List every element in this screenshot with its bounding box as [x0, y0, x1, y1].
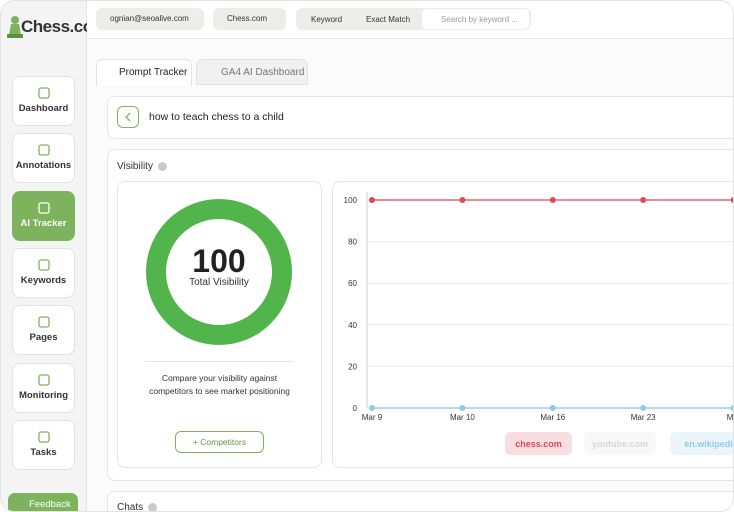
legend-pill	[670, 432, 733, 455]
visibility-title: Visibility	[117, 161, 167, 172]
nav-item[interactable]: Tasks	[12, 419, 75, 470]
score-label: Total Visibility	[189, 277, 249, 288]
nav-label: Pages	[29, 332, 58, 344]
nav-item[interactable]: Dashboard	[12, 76, 75, 126]
y-tick-label: 60	[348, 279, 357, 288]
legend-label: en.wikipedia	[684, 439, 734, 449]
y-tick-label: 40	[348, 321, 357, 330]
tab[interactable]	[196, 59, 308, 85]
point	[549, 405, 556, 411]
legend-pill	[505, 432, 572, 455]
account-select[interactable]: ognian@seoalive.com	[96, 8, 204, 30]
tab-active[interactable]	[96, 59, 192, 86]
point	[459, 197, 466, 203]
point	[640, 405, 647, 411]
chats-title-text: Chats	[117, 502, 144, 512]
site: Chess.com	[227, 14, 268, 23]
legend-label: youtube.com	[592, 439, 648, 449]
chart: 0 20 40 60 80 100 Mar 9 Mar 10 Mar 16 Mar 23 Mar ch…	[344, 192, 734, 455]
legend-pill	[584, 432, 656, 455]
y-tick-label: 80	[348, 238, 357, 247]
tab-label: Prompt Tracker	[119, 67, 188, 78]
logo: Chess.com	[21, 17, 108, 36]
chats-card	[107, 491, 733, 511]
point	[549, 197, 556, 203]
nav-icon	[37, 87, 50, 99]
x-tick-label: Mar 23	[631, 413, 656, 422]
visibility-title-text: Visibility	[117, 161, 153, 172]
site-select[interactable]: Chess.com	[213, 8, 286, 30]
nav-item[interactable]: Keywords	[12, 247, 75, 298]
point	[369, 405, 375, 411]
y-tick-label: 0	[353, 404, 358, 413]
help-icon[interactable]	[148, 502, 158, 511]
point	[459, 405, 466, 411]
point	[640, 197, 647, 203]
nav-icon	[37, 259, 50, 271]
x-tick-label: Mar 10	[450, 413, 475, 422]
nav-icon	[37, 144, 50, 156]
filter-type[interactable]: Keyword	[311, 15, 343, 24]
score: 100	[192, 243, 246, 279]
back-button[interactable]	[117, 106, 139, 128]
nav-label: Keywords	[20, 274, 67, 286]
nav-label: Dashboard	[18, 103, 69, 114]
donut-arc	[146, 199, 292, 345]
nav-item[interactable]: Annotations	[12, 133, 75, 184]
match-type[interactable]: Exact Match	[366, 15, 411, 24]
account: ognian@seoalive.com	[110, 14, 189, 23]
y-tick-label: 100	[344, 196, 358, 205]
compare-note: Compare your visibility against competit…	[149, 373, 290, 396]
sidebar: Chess.com Dashboard Annotations AI Tracker…	[1, 1, 108, 511]
score-card	[117, 181, 322, 468]
feedback-button[interactable]: Feedback	[8, 493, 78, 511]
nav-item[interactable]: AI Tracker	[12, 190, 75, 241]
search-placeholder: Search by keyword ...	[441, 15, 518, 24]
competitors-label: + Competitors	[192, 437, 247, 447]
legend-label: chess.com	[515, 439, 562, 449]
point	[730, 197, 733, 203]
feedback-label: Feedback	[29, 499, 71, 510]
nav-icon	[37, 316, 50, 328]
nav-label: Tasks	[30, 446, 57, 458]
nav-item[interactable]: Pages	[12, 305, 75, 356]
prompt-text: how to teach chess to a child	[149, 111, 284, 123]
point	[369, 197, 375, 203]
divider	[145, 361, 294, 362]
nav-label: Monitoring	[18, 389, 69, 401]
competitors-button[interactable]: + Competitors	[175, 431, 264, 453]
x-tick-label: Mar 16	[540, 413, 565, 422]
help-icon[interactable]	[157, 161, 167, 171]
chats-title: Chats	[117, 502, 158, 512]
nav-label: AI Tracker	[20, 217, 67, 229]
tab-label: GA4 AI Dashboard	[221, 67, 305, 78]
nav-item[interactable]: Monitoring	[12, 362, 75, 413]
y-tick-label: 20	[348, 362, 357, 371]
search-box[interactable]	[422, 9, 529, 29]
logo-icon	[7, 16, 23, 38]
prompt-card	[107, 96, 733, 139]
donut	[146, 199, 292, 345]
nav-icon	[37, 431, 50, 443]
nav-label: Annotations	[15, 160, 72, 172]
nav-icon	[37, 201, 50, 214]
point	[730, 405, 733, 411]
back-icon	[125, 112, 131, 122]
nav-icon	[37, 373, 50, 386]
x-tick-label: Mar 9	[362, 413, 383, 422]
x-tick-label: Mar	[727, 413, 734, 422]
